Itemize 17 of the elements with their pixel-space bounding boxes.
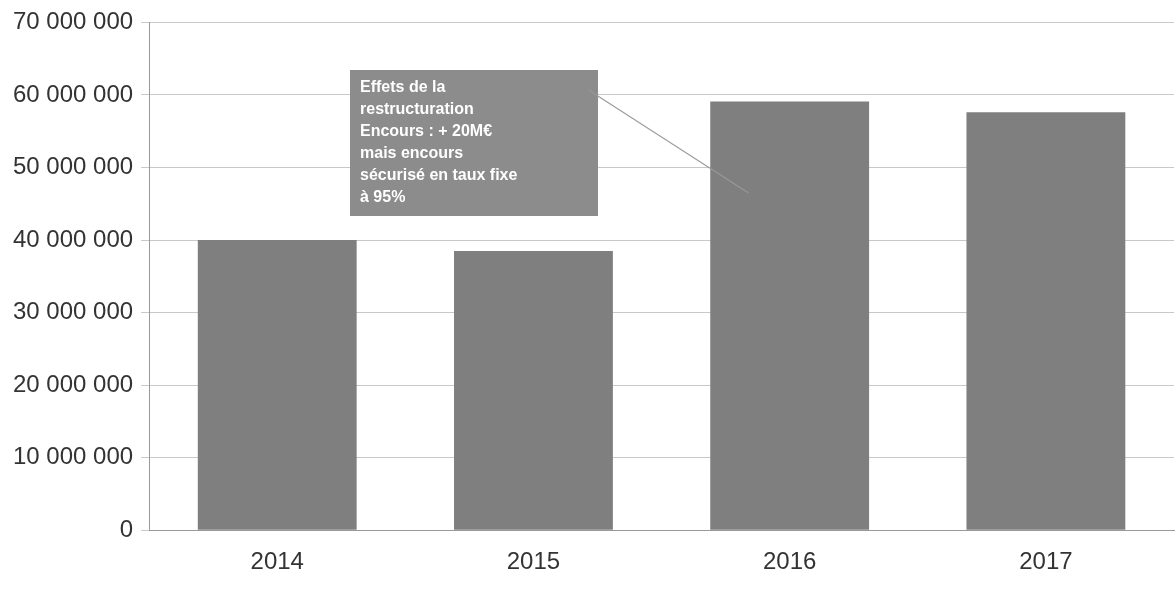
x-tick-label: 2014 <box>250 547 304 575</box>
annotation: Effets de la restructuration Encours : + 20M€ mais encours sécurisé en taux fixe à 95% <box>360 77 519 207</box>
bar <box>454 250 613 530</box>
bar <box>710 101 870 530</box>
y-tick-label: 10 000 000 <box>12 442 134 470</box>
y-tick-label: 50 000 000 <box>12 152 134 180</box>
x-tick-label: 2016 <box>762 547 817 575</box>
y-tick-label: 70 000 000 <box>12 7 134 35</box>
x-tick-label: 2015 <box>506 547 561 575</box>
y-tick-label: 40 000 000 <box>12 224 134 252</box>
y-tick-label: 20 000 000 <box>12 369 134 397</box>
bar <box>197 240 357 530</box>
x-tick-label: 2017 <box>1019 547 1073 575</box>
y-tick-label: 0 <box>119 514 134 542</box>
y-tick-label: 60 000 000 <box>12 79 134 107</box>
bar <box>966 112 1126 530</box>
y-tick-label: 30 000 000 <box>12 297 134 325</box>
